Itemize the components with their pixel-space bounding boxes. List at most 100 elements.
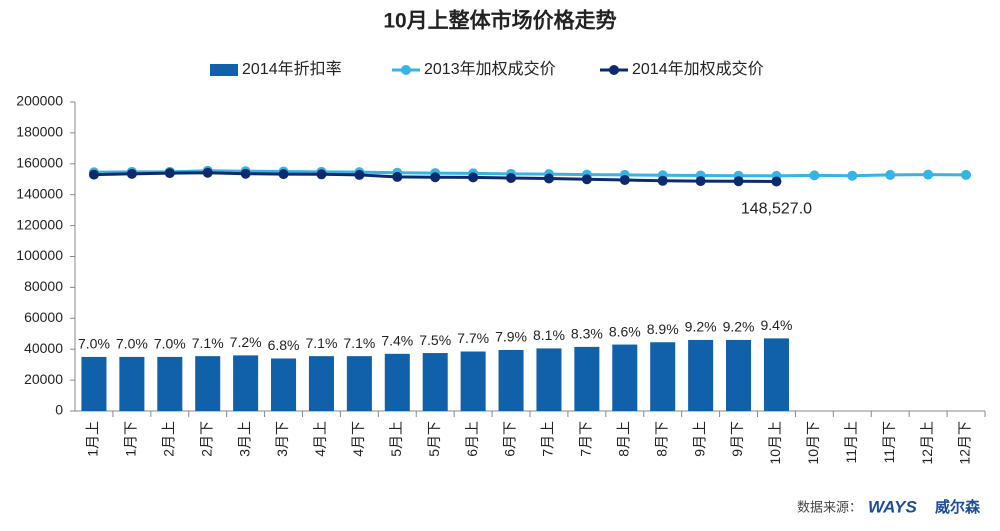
line-marker [923,169,934,180]
logo: WAYS [868,497,917,516]
legend-swatch-marker [401,65,411,75]
y-tick-label: 140000 [16,185,63,201]
x-tick-label: 9月下 [729,421,745,457]
bar [308,356,334,411]
y-tick-label: 160000 [16,155,63,171]
y-tick-label: 120000 [16,216,63,232]
x-tick-label: 11月下 [881,421,897,464]
bar [422,353,448,411]
x-tick-label: 2月下 [198,421,214,457]
x-tick-label: 7月上 [540,421,556,457]
bar-label: 7.7% [457,330,489,346]
line-marker [885,169,896,180]
line [93,169,967,178]
x-tick-label: 11月上 [843,421,859,464]
source: 数据来源： [797,499,862,514]
x-tick-label: 5月下 [426,421,442,457]
y-tick-label: 180000 [16,124,63,140]
x-tick-label: 10月下 [805,421,821,465]
bar [726,339,752,411]
x-tick-label: 3月下 [274,421,290,457]
logo-text: 威尔森 [935,498,981,516]
y-tick-label: 0 [55,402,63,418]
line-marker [543,173,554,184]
bar [195,356,221,411]
bar-label: 7.0% [154,336,186,352]
x-tick-label: 9月上 [691,421,707,457]
line-marker [581,174,592,185]
line-marker [316,169,327,180]
bar-label: 7.4% [381,333,413,349]
x-tick-label: 10月上 [767,421,783,465]
line-marker [657,175,668,186]
bar [460,351,486,411]
bar-label: 7.0% [116,336,148,352]
y-tick-label: 60000 [24,309,63,325]
line-marker [88,169,99,180]
line-marker [809,170,820,181]
legend-swatch-marker [609,65,619,75]
bar [346,356,372,411]
x-tick-label: 12月上 [919,421,935,465]
x-tick-label: 4月下 [350,421,366,457]
line-marker [961,169,972,180]
line-marker [506,173,517,184]
x-tick-label: 4月上 [312,421,328,457]
bar-label: 7.0% [78,336,110,352]
x-tick-label: 12月下 [957,421,973,465]
bar [536,348,562,411]
y-tick-label: 40000 [24,340,63,356]
bar-label: 7.9% [495,329,527,345]
bar-label: 8.6% [609,323,641,339]
line-marker [733,176,744,187]
line-marker [240,168,251,179]
bar-label: 8.3% [571,326,603,342]
bar-label: 9.2% [723,319,755,335]
line-marker [392,171,403,182]
line-marker [695,176,706,187]
point-label: 148,527.0 [741,201,812,218]
bar [498,349,524,411]
legend-label: 2014年加权成交价 [632,60,764,78]
y-tick-label: 100000 [16,247,63,263]
bar [157,356,183,411]
legend-label: 2013年加权成交价 [424,60,556,78]
bar [688,339,714,411]
line-marker [202,167,213,178]
x-tick-label: 6月下 [502,421,518,457]
bar-label: 9.4% [760,317,792,333]
bar-label: 6.8% [268,337,300,353]
bar-label: 8.1% [533,327,565,343]
bar [384,353,410,411]
bar-label: 7.5% [419,332,451,348]
bar-label: 7.1% [305,335,337,351]
x-tick-label: 7月下 [578,421,594,457]
x-tick-label: 5月上 [388,421,404,457]
bar-label: 7.1% [343,335,375,351]
bar-label: 9.2% [685,319,717,335]
line-marker [278,169,289,180]
line-marker [468,172,479,183]
bar [233,355,259,411]
x-tick-label: 8月下 [653,421,669,457]
bar-label: 7.2% [230,334,262,350]
legend-swatch [210,64,238,76]
line-marker [354,169,365,180]
bar-label: 7.1% [192,335,224,351]
bar [81,356,107,411]
x-tick-label: 1月上 [85,421,101,457]
bar [574,346,600,411]
line-marker [847,170,858,181]
line-marker [430,172,441,183]
line-marker [126,168,137,179]
line-marker [771,176,782,187]
bar [119,356,145,411]
x-tick-label: 3月上 [236,421,252,457]
x-tick-label: 1月下 [123,421,139,457]
x-tick-label: 2月上 [160,421,176,457]
bar [612,344,638,411]
y-tick-label: 80000 [24,278,63,294]
y-tick-label: 20000 [24,371,63,387]
y-tick-label: 200000 [16,93,63,109]
